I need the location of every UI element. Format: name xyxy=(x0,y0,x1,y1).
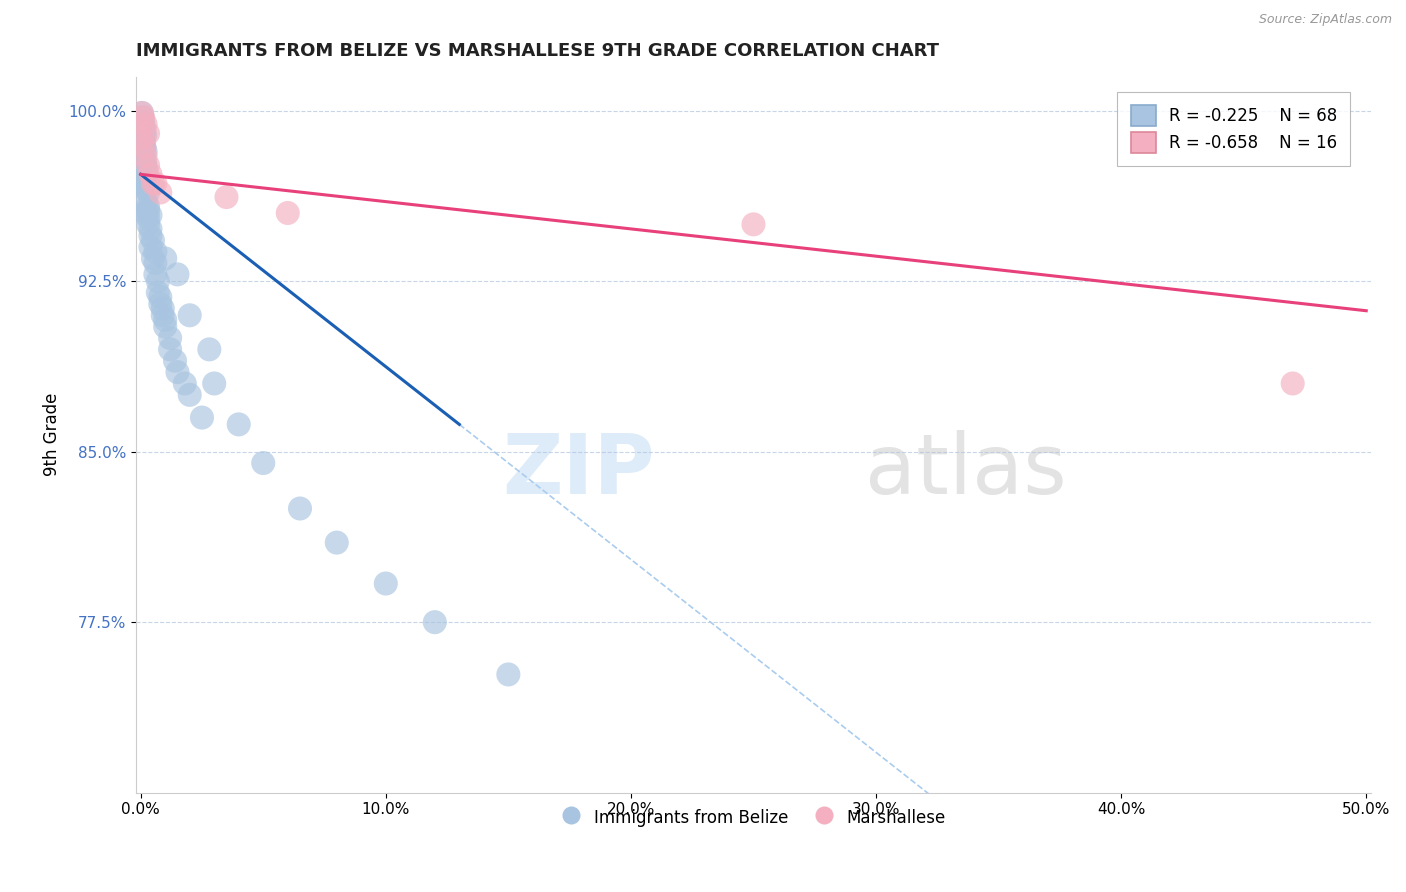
Point xyxy=(215,190,238,204)
Point xyxy=(498,667,520,681)
Point xyxy=(135,194,157,209)
Point xyxy=(131,137,153,152)
Point xyxy=(198,343,221,357)
Point xyxy=(288,501,311,516)
Point xyxy=(135,206,157,220)
Point xyxy=(166,268,188,282)
Point xyxy=(326,535,349,549)
Point xyxy=(163,353,186,368)
Text: atlas: atlas xyxy=(865,430,1066,511)
Point xyxy=(135,161,157,175)
Point xyxy=(139,208,162,222)
Point xyxy=(142,252,165,266)
Point xyxy=(159,343,181,357)
Point xyxy=(139,222,162,236)
Point xyxy=(132,172,155,186)
Point xyxy=(131,127,153,141)
Point xyxy=(135,149,157,163)
Point xyxy=(142,233,165,247)
Point xyxy=(134,177,156,191)
Point xyxy=(135,167,157,181)
Point xyxy=(277,206,299,220)
Point xyxy=(173,376,195,391)
Text: ZIP: ZIP xyxy=(502,430,655,511)
Text: IMMIGRANTS FROM BELIZE VS MARSHALLESE 9TH GRADE CORRELATION CHART: IMMIGRANTS FROM BELIZE VS MARSHALLESE 9T… xyxy=(136,42,939,60)
Point xyxy=(134,124,156,138)
Point xyxy=(191,410,214,425)
Point xyxy=(159,331,181,345)
Point xyxy=(132,136,155,150)
Point xyxy=(136,199,159,213)
Point xyxy=(136,218,159,232)
Point xyxy=(153,252,176,266)
Point xyxy=(742,218,765,232)
Point xyxy=(136,203,159,218)
Point xyxy=(134,156,156,170)
Point xyxy=(139,167,162,181)
Point xyxy=(132,131,155,145)
Point xyxy=(131,111,153,125)
Text: Source: ZipAtlas.com: Source: ZipAtlas.com xyxy=(1258,13,1392,27)
Point xyxy=(142,177,165,191)
Point xyxy=(131,142,153,156)
Point xyxy=(134,140,156,154)
Point xyxy=(132,153,155,168)
Point xyxy=(149,186,172,200)
Point xyxy=(153,319,176,334)
Point xyxy=(145,268,167,282)
Point xyxy=(136,158,159,172)
Point xyxy=(132,111,155,125)
Point xyxy=(228,417,250,432)
Point xyxy=(152,301,174,316)
Point xyxy=(1281,376,1303,391)
Point xyxy=(374,576,396,591)
Point xyxy=(131,106,153,120)
Point xyxy=(135,181,157,195)
Point xyxy=(139,240,162,254)
Point xyxy=(132,115,155,129)
Point xyxy=(131,106,153,120)
Point xyxy=(139,228,162,243)
Point xyxy=(136,186,159,200)
Point xyxy=(135,145,157,159)
Point xyxy=(166,365,188,379)
Point xyxy=(146,274,169,288)
Legend: Immigrants from Belize, Marshallese: Immigrants from Belize, Marshallese xyxy=(554,801,953,834)
Point xyxy=(136,127,159,141)
Point xyxy=(149,297,172,311)
Point xyxy=(152,308,174,322)
Point xyxy=(134,128,156,143)
Point xyxy=(423,615,446,629)
Point xyxy=(179,308,201,322)
Point xyxy=(145,177,167,191)
Y-axis label: 9th Grade: 9th Grade xyxy=(44,393,60,476)
Point xyxy=(134,158,156,172)
Point xyxy=(131,121,153,136)
Point xyxy=(149,290,172,304)
Point xyxy=(146,285,169,300)
Point xyxy=(132,120,155,134)
Point xyxy=(132,152,155,166)
Point xyxy=(134,140,156,154)
Point xyxy=(179,388,201,402)
Point xyxy=(135,117,157,131)
Point xyxy=(145,244,167,259)
Point xyxy=(136,211,159,225)
Point xyxy=(135,162,157,177)
Point xyxy=(131,131,153,145)
Point xyxy=(145,256,167,270)
Point xyxy=(252,456,274,470)
Point xyxy=(202,376,225,391)
Point xyxy=(132,147,155,161)
Point xyxy=(153,313,176,327)
